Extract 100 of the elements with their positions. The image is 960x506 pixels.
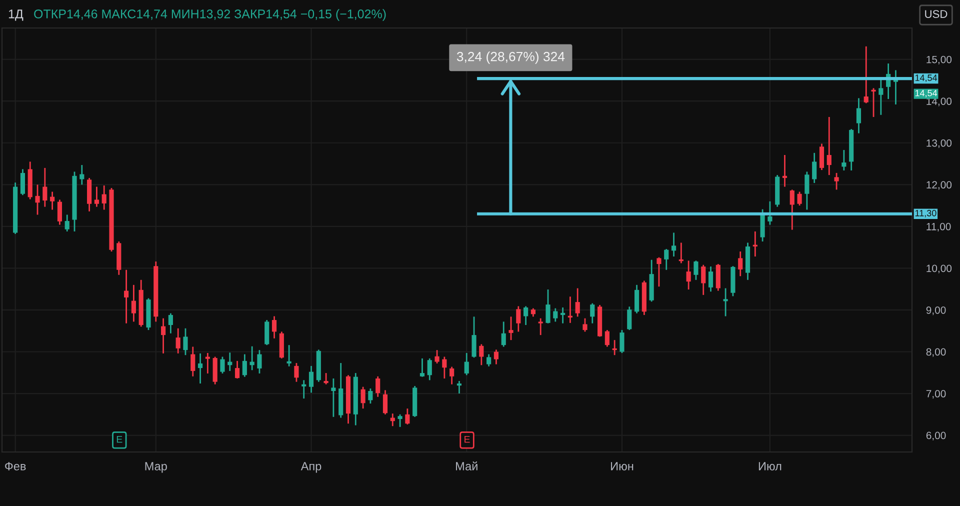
annotation: 14,54 — [915, 90, 938, 98]
candlestick — [456, 380, 462, 394]
annotation: E — [464, 436, 470, 443]
y-tick-label: 9,00 — [926, 306, 946, 316]
candlestick — [620, 329, 624, 354]
candlestick — [797, 191, 802, 206]
candlestick — [308, 365, 314, 394]
candlestick — [560, 306, 566, 324]
candlestick — [686, 260, 691, 290]
candlestick — [50, 191, 55, 210]
candlestick — [80, 164, 84, 186]
annotation: E — [116, 436, 122, 443]
candlestick — [524, 306, 528, 326]
candlestick — [812, 152, 817, 184]
candlestick — [553, 308, 558, 322]
chart-subtitle: ОТКР14,46 МАКС14,74 МИН13,92 ЗАКР14,54 −0,15 (−1,02%) — [34, 9, 386, 21]
candlestick — [582, 318, 588, 332]
candlestick — [768, 200, 772, 226]
candlestick — [864, 46, 868, 104]
candlestick — [212, 356, 218, 386]
y-tick-label: 14,00 — [926, 98, 952, 106]
candlestick — [546, 288, 550, 324]
candlestick — [102, 184, 106, 210]
candlestick — [738, 250, 743, 277]
candlestick — [220, 356, 225, 374]
candlestick — [42, 167, 48, 208]
candlestick — [434, 349, 440, 364]
candlestick — [205, 352, 210, 374]
candlestick — [694, 260, 698, 281]
ref-line-label: 11,30 — [915, 210, 936, 218]
candlestick — [257, 349, 262, 374]
candlestick — [331, 378, 336, 418]
text: USD — [925, 10, 948, 18]
candlestick — [294, 362, 299, 383]
x-tick-label: Апр — [300, 462, 322, 473]
candlestick — [286, 344, 292, 368]
candlestick — [819, 143, 824, 171]
candlestick — [656, 256, 662, 288]
candlestick — [708, 266, 714, 292]
x-tick-label: Июл — [758, 462, 782, 470]
candlestick — [716, 263, 720, 292]
candlestick — [198, 352, 203, 384]
candlestick — [842, 149, 846, 172]
candlestick — [486, 354, 492, 368]
candlestick — [183, 328, 188, 356]
candlestick — [131, 284, 136, 322]
chart-title: 1Д — [8, 10, 24, 21]
candlestick — [390, 412, 395, 427]
candlestick — [516, 306, 521, 332]
candlestick — [671, 232, 676, 258]
y-tick-label: 11,00 — [926, 222, 951, 232]
candlestick — [20, 168, 26, 196]
candlestick — [57, 198, 62, 226]
ref-line-label: 14,54 — [915, 74, 938, 82]
y-tick-label: 6,00 — [926, 432, 946, 440]
candlestick — [168, 312, 173, 334]
candlestick — [124, 269, 129, 324]
candlestick — [834, 172, 839, 190]
candlestick — [64, 214, 70, 232]
candlestick — [856, 97, 862, 134]
x-tick-label: Мар — [145, 462, 167, 473]
candlestick — [790, 188, 794, 230]
candlestick — [760, 208, 765, 242]
candlestick — [634, 284, 640, 314]
y-tick-label: 13,00 — [926, 139, 952, 148]
candlestick — [494, 348, 499, 365]
y-tick-label: 15,00 — [926, 56, 952, 64]
candlestick — [590, 302, 595, 324]
candlestick — [826, 116, 832, 176]
candlestick — [94, 186, 99, 208]
candlestick — [190, 346, 196, 378]
candlestick — [450, 366, 454, 386]
x-tick-label: Июн — [611, 462, 634, 470]
candlestick — [538, 318, 543, 336]
y-tick-label: 7,00 — [926, 390, 946, 399]
candlestick — [360, 386, 366, 410]
candlestick — [479, 344, 484, 366]
candlestick — [234, 360, 240, 380]
candlestick — [442, 356, 447, 380]
candlestick — [272, 316, 277, 340]
candlestick — [604, 329, 610, 348]
candlestick — [627, 306, 632, 331]
candlestick — [398, 414, 402, 428]
candlestick — [701, 264, 706, 296]
candlestick — [35, 184, 40, 216]
candlestick — [723, 288, 728, 317]
candlestick — [427, 358, 432, 381]
x-tick-label: Фев — [5, 462, 26, 470]
x-tick-label: Май — [456, 462, 478, 470]
candlestick — [508, 316, 514, 341]
candlestick — [376, 376, 380, 398]
candlestick — [575, 288, 580, 318]
annotation: 3,24 (28,67%) 324 — [456, 52, 565, 64]
candlestick — [160, 318, 166, 354]
candlestick — [871, 87, 876, 118]
candlestick — [302, 379, 306, 400]
candlestick — [804, 171, 810, 210]
candlestick — [324, 372, 328, 386]
candlestick — [264, 319, 270, 346]
candlestick — [878, 79, 884, 116]
